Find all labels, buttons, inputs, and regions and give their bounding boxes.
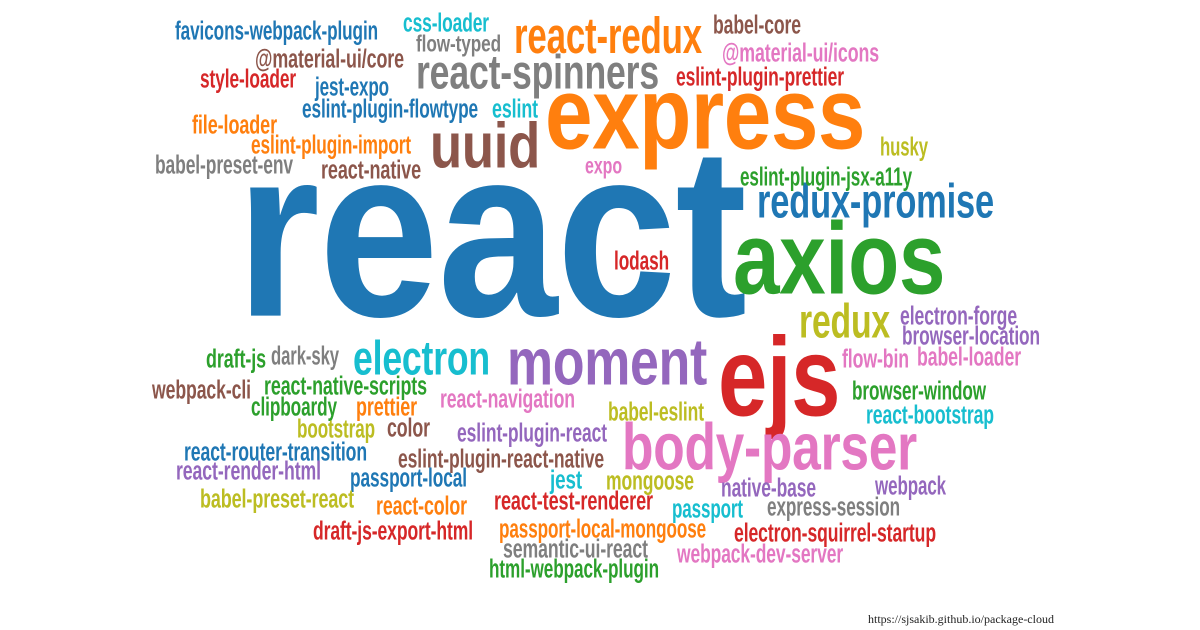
cloud-word-react-bootstrap: react-bootstrap xyxy=(866,400,994,429)
cloud-word-eslint-plugin-react: eslint-plugin-react xyxy=(457,418,608,447)
cloud-word-eslint-plugin-react-native: eslint-plugin-react-native xyxy=(398,444,605,473)
cloud-word-webpack: webpack xyxy=(875,471,947,500)
cloud-word-style-loader: style-loader xyxy=(200,64,297,93)
cloud-word-passport-local-mongoose: passport-local-mongoose xyxy=(499,514,707,543)
cloud-word-react-native: react-native xyxy=(321,155,422,184)
cloud-word-html-webpack-plugin: html-webpack-plugin xyxy=(489,554,659,583)
cloud-word-flow-typed: flow-typed xyxy=(416,30,501,57)
cloud-word-husky: husky xyxy=(880,132,928,161)
cloud-word-redux: redux xyxy=(799,294,891,349)
cloud-word-expo: expo xyxy=(585,152,623,179)
cloud-word-passport: passport xyxy=(672,494,743,523)
cloud-word-webpack-cli: webpack-cli xyxy=(152,375,251,404)
cloud-word-react-test-renderer: react-test-renderer xyxy=(494,486,653,515)
cloud-word-electron-forge: electron-forge xyxy=(900,301,1018,330)
cloud-word-semantic-ui-react: semantic-ui-react xyxy=(503,534,648,563)
cloud-word-browser-location: browser-location xyxy=(902,321,1040,350)
cloud-word-body-parser: body-parser xyxy=(622,410,917,485)
source-url: https://sjsakib.github.io/package-cloud xyxy=(868,612,1054,626)
cloud-word-redux-promise: redux-promise xyxy=(757,174,994,229)
cloud-word-express: express xyxy=(545,57,866,172)
cloud-word-material-ui-core: @material-ui/core xyxy=(255,44,404,73)
cloud-word-babel-eslint: babel-eslint xyxy=(608,397,704,426)
cloud-word-react-router-transition: react-router-transition xyxy=(184,437,368,466)
cloud-word-jest: jest xyxy=(550,465,583,494)
cloud-word-eslint: eslint xyxy=(492,94,539,123)
cloud-word-flow-bin: flow-bin xyxy=(842,344,910,373)
cloud-word-electron: electron xyxy=(353,331,490,386)
cloud-word-moment: moment xyxy=(507,325,707,400)
cloud-word-react-navigation: react-navigation xyxy=(440,384,575,413)
cloud-word-favicons-webpack-plugin: favicons-webpack-plugin xyxy=(175,16,379,45)
cloud-word-react-spinners: react-spinners xyxy=(416,45,659,100)
cloud-word-passport-local: passport-local xyxy=(350,463,467,492)
cloud-word-eslint-plugin-prettier: eslint-plugin-prettier xyxy=(676,62,845,91)
cloud-word-bootstrap: bootstrap xyxy=(297,414,375,443)
cloud-word-color: color xyxy=(387,413,431,442)
cloud-word-browser-window: browser-window xyxy=(852,376,987,405)
cloud-word-react-color: react-color xyxy=(376,491,468,520)
cloud-word-electron-squirrel-startup: electron-squirrel-startup xyxy=(734,518,936,547)
cloud-word-ejs: ejs xyxy=(718,314,841,441)
cloud-word-css-loader: css-loader xyxy=(403,8,489,37)
cloud-word-react: react xyxy=(236,97,747,369)
cloud-word-babel-core: babel-core xyxy=(713,10,801,39)
cloud-word-react-render-html: react-render-html xyxy=(176,456,321,485)
cloud-word-express-session: express-session xyxy=(767,492,900,521)
cloud-word-react-redux: react-redux xyxy=(514,6,703,64)
cloud-word-eslint-plugin-flowtype: eslint-plugin-flowtype xyxy=(302,94,479,123)
cloud-word-draft-js: draft-js xyxy=(206,344,266,373)
cloud-word-babel-preset-react: babel-preset-react xyxy=(200,484,355,513)
cloud-word-lodash: lodash xyxy=(614,246,670,275)
cloud-word-draft-js-export-html: draft-js-export-html xyxy=(313,516,474,545)
cloud-word-eslint-plugin-import: eslint-plugin-import xyxy=(251,130,412,159)
cloud-word-axios: axios xyxy=(733,202,945,317)
cloud-word-jest-expo: jest-expo xyxy=(315,72,389,101)
cloud-word-prettier: prettier xyxy=(356,392,417,421)
cloud-word-react-native-scripts: react-native-scripts xyxy=(264,371,427,400)
cloud-word-dark-sky: dark-sky xyxy=(271,341,339,370)
cloud-word-uuid: uuid xyxy=(430,110,541,183)
cloud-word-babel-loader: babel-loader xyxy=(917,342,1022,371)
cloud-word-babel-preset-env: babel-preset-env xyxy=(155,150,294,179)
cloud-word-file-loader: file-loader xyxy=(192,110,277,139)
cloud-word-native-base: native-base xyxy=(721,473,817,502)
cloud-word-material-ui-icons: @material-ui/icons xyxy=(722,38,880,67)
cloud-word-clipboardy: clipboardy xyxy=(251,392,338,421)
cloud-word-webpack-dev-server: webpack-dev-server xyxy=(677,539,844,568)
cloud-word-eslint-plugin-jsx-a11y: eslint-plugin-jsx-a11y xyxy=(740,162,913,191)
cloud-word-mongoose: mongoose xyxy=(606,466,694,495)
